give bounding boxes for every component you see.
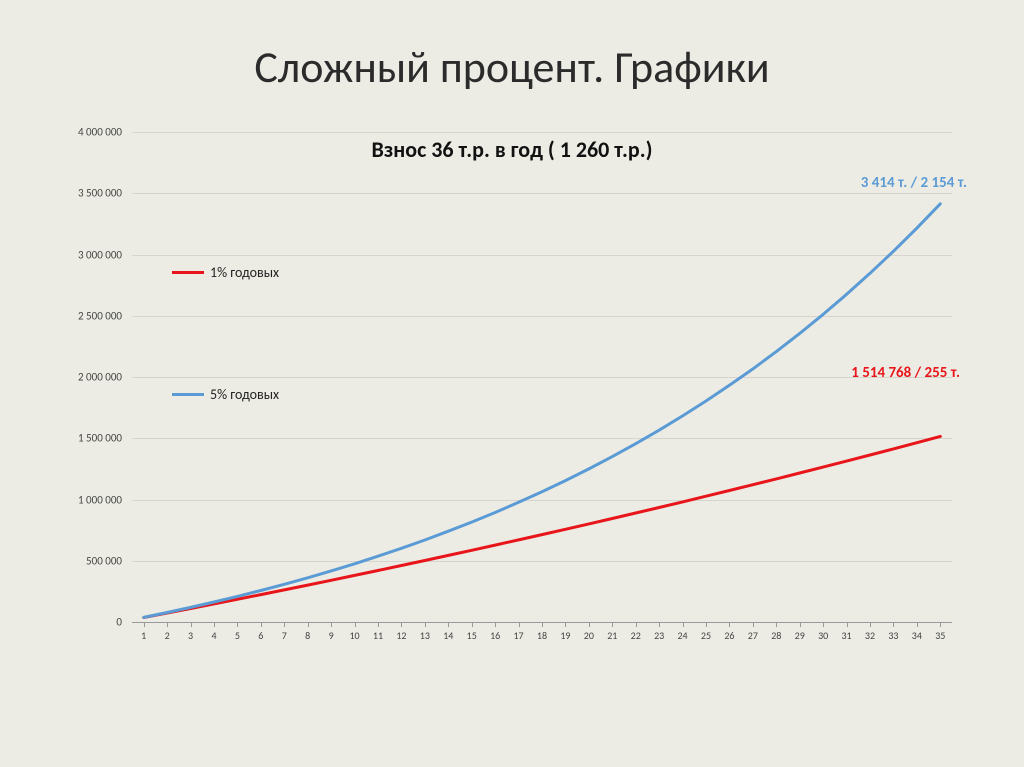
y-tick-label: 2 000 000: [52, 371, 122, 384]
x-tick-mark: [284, 622, 285, 627]
line-series: [132, 132, 952, 622]
x-tick-mark: [519, 622, 520, 627]
slide: Сложный процент. Графики Взнос 36 т.р. в…: [0, 0, 1024, 767]
x-tick-label: 12: [391, 629, 411, 642]
x-tick-mark: [448, 622, 449, 627]
x-tick-label: 25: [696, 629, 716, 642]
x-tick-label: 18: [532, 629, 552, 642]
x-tick-label: 16: [485, 629, 505, 642]
x-tick-mark: [144, 622, 145, 627]
x-tick-mark: [706, 622, 707, 627]
x-tick-label: 11: [368, 629, 388, 642]
x-tick-mark: [261, 622, 262, 627]
x-tick-label: 28: [766, 629, 786, 642]
x-tick-mark: [495, 622, 496, 627]
x-tick-label: 30: [813, 629, 833, 642]
x-tick-mark: [847, 622, 848, 627]
legend-label: 5% годовых: [210, 386, 279, 403]
x-tick-mark: [636, 622, 637, 627]
x-tick-label: 26: [719, 629, 739, 642]
x-tick-mark: [940, 622, 941, 627]
x-tick-mark: [472, 622, 473, 627]
x-tick-label: 20: [579, 629, 599, 642]
x-tick-label: 13: [415, 629, 435, 642]
x-tick-label: 14: [438, 629, 458, 642]
x-tick-label: 15: [462, 629, 482, 642]
x-tick-mark: [214, 622, 215, 627]
x-tick-label: 3: [181, 629, 201, 642]
x-tick-mark: [917, 622, 918, 627]
y-tick-label: 0: [52, 616, 122, 629]
x-tick-label: 31: [837, 629, 857, 642]
x-tick-mark: [401, 622, 402, 627]
legend-line-icon: [172, 271, 204, 274]
chart-annotation: 3 414 т. / 2 154 т.: [861, 174, 967, 192]
x-tick-mark: [776, 622, 777, 627]
x-tick-label: 8: [298, 629, 318, 642]
y-tick-label: 1 000 000: [52, 493, 122, 506]
x-tick-mark: [753, 622, 754, 627]
x-tick-mark: [612, 622, 613, 627]
x-tick-label: 4: [204, 629, 224, 642]
x-tick-mark: [308, 622, 309, 627]
x-tick-label: 34: [907, 629, 927, 642]
y-tick-label: 4 000 000: [52, 126, 122, 139]
x-tick-label: 7: [274, 629, 294, 642]
x-tick-label: 35: [930, 629, 950, 642]
x-tick-label: 29: [790, 629, 810, 642]
x-tick-mark: [191, 622, 192, 627]
x-tick-mark: [800, 622, 801, 627]
x-tick-mark: [378, 622, 379, 627]
legend-item: 5% годовых: [172, 386, 279, 403]
x-tick-label: 32: [860, 629, 880, 642]
x-tick-label: 10: [345, 629, 365, 642]
x-tick-mark: [893, 622, 894, 627]
y-tick-label: 3 000 000: [52, 248, 122, 261]
y-tick-label: 1 500 000: [52, 432, 122, 445]
x-tick-mark: [823, 622, 824, 627]
y-tick-label: 3 500 000: [52, 187, 122, 200]
plot-area: [132, 132, 952, 622]
x-tick-mark: [729, 622, 730, 627]
x-tick-mark: [237, 622, 238, 627]
chart-annotation: 1 514 768 / 255 т.: [851, 364, 960, 382]
x-tick-label: 2: [157, 629, 177, 642]
legend-line-icon: [172, 393, 204, 396]
x-tick-mark: [565, 622, 566, 627]
x-tick-label: 1: [134, 629, 154, 642]
x-tick-label: 5: [227, 629, 247, 642]
x-tick-label: 27: [743, 629, 763, 642]
x-tick-mark: [870, 622, 871, 627]
legend-item: 1% годовых: [172, 264, 279, 281]
y-tick-label: 500 000: [52, 554, 122, 567]
page-title: Сложный процент. Графики: [50, 40, 974, 94]
x-tick-label: 6: [251, 629, 271, 642]
x-tick-mark: [589, 622, 590, 627]
x-tick-mark: [542, 622, 543, 627]
legend-label: 1% годовых: [210, 264, 279, 281]
x-tick-label: 17: [509, 629, 529, 642]
x-tick-mark: [425, 622, 426, 627]
x-tick-mark: [659, 622, 660, 627]
x-tick-label: 22: [626, 629, 646, 642]
x-tick-mark: [167, 622, 168, 627]
x-tick-mark: [331, 622, 332, 627]
x-tick-label: 24: [673, 629, 693, 642]
x-tick-label: 21: [602, 629, 622, 642]
x-tick-mark: [355, 622, 356, 627]
x-tick-mark: [683, 622, 684, 627]
y-tick-label: 2 500 000: [52, 309, 122, 322]
x-tick-label: 33: [883, 629, 903, 642]
x-tick-label: 23: [649, 629, 669, 642]
x-tick-label: 9: [321, 629, 341, 642]
chart: Взнос 36 т.р. в год ( 1 260 т.р.) 0500 0…: [52, 124, 972, 684]
x-tick-label: 19: [555, 629, 575, 642]
